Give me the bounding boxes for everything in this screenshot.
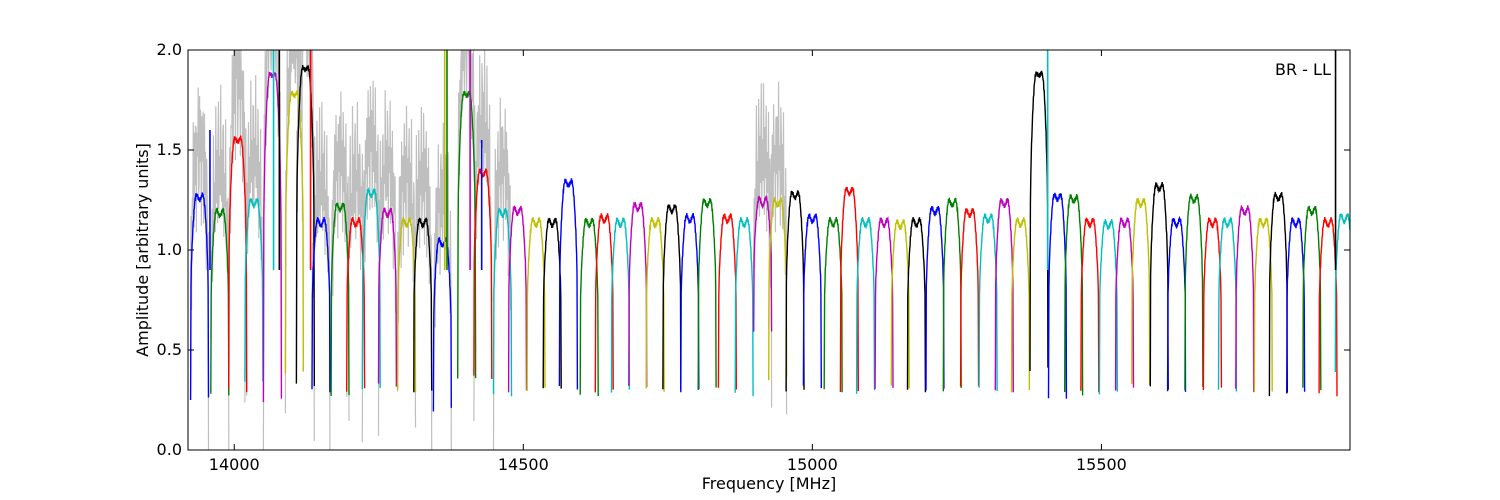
band-trace xyxy=(1235,205,1255,393)
band-trace xyxy=(906,217,927,393)
band-trace xyxy=(839,186,859,393)
band-trace xyxy=(717,212,737,390)
band-trace xyxy=(579,217,599,397)
band-trace xyxy=(526,217,546,392)
band-trace xyxy=(346,216,366,392)
band-trace xyxy=(1268,191,1289,397)
band-trace xyxy=(959,208,980,387)
band-trace xyxy=(753,194,773,332)
x-axis-label: Frequency [MHz] xyxy=(702,474,836,493)
band-trace xyxy=(1063,193,1084,396)
raw-band-trace xyxy=(228,50,248,396)
band-trace xyxy=(1010,217,1031,393)
band-trace xyxy=(413,217,433,393)
band-trace xyxy=(823,216,843,393)
band-trace xyxy=(802,213,822,389)
y-tick-label: 0.0 xyxy=(157,440,182,459)
band-trace xyxy=(542,217,562,389)
band-trace xyxy=(1302,205,1322,391)
band-trace xyxy=(785,189,805,392)
x-tick-label: 15000 xyxy=(787,455,838,474)
band-trace xyxy=(890,219,910,389)
band-trace xyxy=(610,217,631,393)
raw-band-trace xyxy=(210,84,230,450)
band-trace xyxy=(978,213,998,392)
band-trace xyxy=(1029,70,1049,372)
band-trace xyxy=(1149,182,1169,390)
band-trace xyxy=(558,178,579,390)
band-trace xyxy=(244,197,264,382)
band-trace xyxy=(734,217,754,397)
band-trace xyxy=(457,90,477,379)
band-trace xyxy=(377,207,398,387)
band-trace xyxy=(492,207,513,397)
x-tick-label: 14500 xyxy=(498,455,549,474)
band-trace xyxy=(874,216,894,390)
raw-band-trace xyxy=(492,97,513,450)
band-trace xyxy=(330,202,350,397)
band-trace xyxy=(284,90,304,374)
band-trace xyxy=(1080,217,1100,393)
band-trace xyxy=(680,212,700,393)
x-tick-label: 14000 xyxy=(209,455,260,474)
band-trace xyxy=(628,201,648,388)
band-trace xyxy=(1114,217,1135,391)
band-trace xyxy=(473,168,493,380)
series-layer xyxy=(189,50,1350,450)
y-tick-label: 0.5 xyxy=(157,340,182,359)
band-trace xyxy=(1047,192,1068,399)
band-trace xyxy=(396,217,417,393)
raw-band-trace xyxy=(432,122,452,450)
raw-band-trace xyxy=(397,105,417,428)
band-trace xyxy=(994,198,1014,393)
band-trace xyxy=(1318,217,1338,397)
band-trace xyxy=(361,186,381,390)
raw-band-trace xyxy=(413,106,433,450)
band-trace xyxy=(1131,197,1151,386)
band-trace xyxy=(1253,216,1273,392)
raw-band-trace xyxy=(346,102,366,397)
x-tick-label: 15500 xyxy=(1076,455,1127,474)
band-trace xyxy=(768,197,788,381)
band-trace xyxy=(311,216,331,393)
ticks-layer: 14000 14500 15000 15500 0.0 0.5 1.0 1.5 2.0 xyxy=(157,40,1350,474)
y-tick-label: 1.0 xyxy=(157,240,182,259)
band-trace xyxy=(1184,193,1204,391)
band-trace xyxy=(1285,216,1306,394)
y-tick-label: 2.0 xyxy=(157,40,182,59)
band-trace xyxy=(1217,216,1238,392)
band-trace xyxy=(662,204,682,390)
band-trace xyxy=(1202,217,1223,391)
band-trace xyxy=(432,237,452,412)
y-tick-label: 1.5 xyxy=(157,140,182,159)
band-trace xyxy=(594,213,614,393)
band-trace xyxy=(645,216,665,392)
raw-band-trace xyxy=(753,83,773,408)
band-trace xyxy=(697,197,717,391)
band-trace xyxy=(507,205,528,393)
raw-band-trace xyxy=(330,91,350,422)
band-trace xyxy=(1098,219,1119,395)
band-trace xyxy=(210,207,230,396)
band-trace xyxy=(1334,213,1350,373)
annotation-label: BR - LL xyxy=(1275,60,1331,79)
band-trace xyxy=(942,197,962,392)
band-trace xyxy=(262,71,283,403)
band-trace xyxy=(925,205,945,391)
band-trace xyxy=(1166,215,1187,392)
band-trace xyxy=(228,135,248,393)
band-trace xyxy=(189,192,210,401)
raw-band-trace xyxy=(311,101,331,450)
band-trace xyxy=(855,217,876,394)
raw-band-trace xyxy=(768,81,788,415)
y-axis-label: Amplitude [arbitrary units] xyxy=(133,143,152,357)
raw-band-trace xyxy=(190,87,210,450)
